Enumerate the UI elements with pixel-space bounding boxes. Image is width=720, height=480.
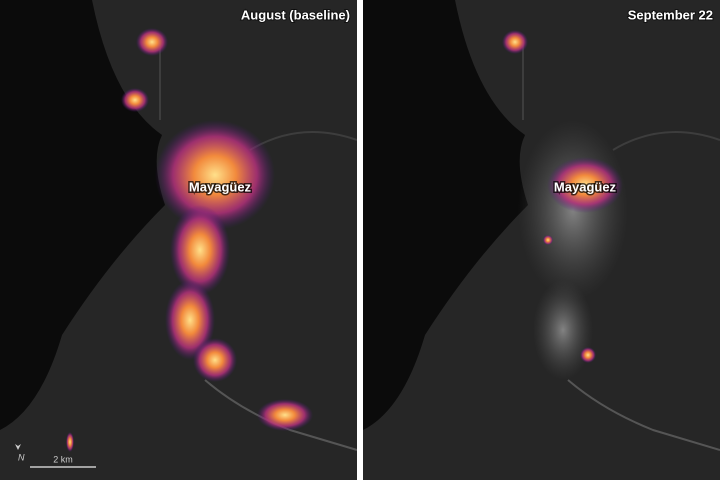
light-area: [66, 432, 74, 452]
city-lights: [66, 28, 313, 452]
light-area: [543, 235, 553, 245]
panel-title: September 22: [628, 7, 713, 22]
panel-after: September 22 Mayagüez: [362, 0, 720, 480]
dark-area: [533, 280, 593, 380]
north-arrow-icon: [15, 444, 21, 450]
light-area: [502, 30, 528, 54]
panel-title: August (baseline): [241, 7, 350, 22]
scale-label: 2 km: [53, 454, 73, 464]
light-area: [170, 205, 230, 295]
city-label: Mayagüez: [554, 179, 617, 194]
light-area: [155, 120, 275, 230]
light-area: [547, 157, 623, 213]
light-area: [580, 347, 596, 363]
north-arrow: N: [18, 452, 25, 462]
light-area: [165, 280, 215, 360]
light-area: [136, 28, 168, 56]
light-area: [121, 88, 149, 112]
divider: [357, 0, 363, 480]
panel-before: August (baseline) Mayagüez N 2 km: [0, 0, 358, 480]
city-label: Mayagüez: [189, 179, 252, 194]
light-area: [257, 399, 313, 431]
light-area: [193, 338, 237, 382]
city-lights: [502, 30, 628, 380]
